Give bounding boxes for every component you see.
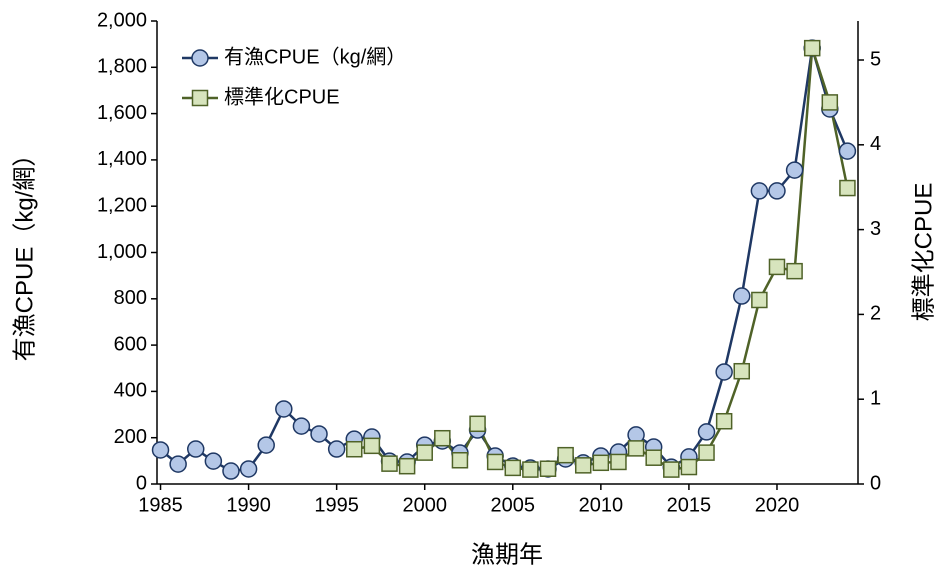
data-point bbox=[715, 412, 733, 430]
data-point bbox=[434, 429, 451, 447]
data-point bbox=[768, 182, 786, 200]
data-point bbox=[733, 362, 751, 380]
series-line bbox=[159, 47, 849, 473]
data-point bbox=[222, 462, 240, 480]
data-point bbox=[486, 453, 504, 471]
data-point bbox=[186, 440, 205, 458]
data-point bbox=[539, 460, 557, 477]
y2-axis-label: 標準化CPUE bbox=[910, 183, 937, 322]
y2-tick-label: 2 bbox=[870, 303, 881, 325]
data-point bbox=[469, 415, 486, 433]
data-point bbox=[327, 440, 346, 458]
y-tick-label: 600 bbox=[114, 333, 147, 355]
data-point bbox=[610, 453, 627, 471]
data-point bbox=[785, 161, 804, 179]
data-point bbox=[204, 452, 223, 470]
data-point bbox=[522, 461, 539, 478]
data-point bbox=[786, 262, 803, 280]
data-point bbox=[645, 449, 662, 466]
data-point bbox=[557, 446, 574, 464]
x-tick-label: 2015 bbox=[667, 494, 712, 516]
data-point bbox=[363, 437, 381, 455]
data-point bbox=[239, 460, 258, 478]
data-point bbox=[751, 291, 768, 309]
legend-label: 標準化CPUE bbox=[224, 85, 340, 108]
data-point bbox=[821, 94, 839, 111]
legend-marker bbox=[191, 49, 209, 67]
legend-label: 有漁CPUE（kg/網） bbox=[224, 45, 406, 68]
data-point bbox=[663, 461, 680, 478]
y2-tick-label: 3 bbox=[870, 218, 881, 240]
y-tick-label: 1,400 bbox=[97, 148, 147, 170]
x-tick-label: 2005 bbox=[491, 494, 536, 516]
x-tick-label: 2020 bbox=[755, 494, 800, 516]
legend-marker bbox=[191, 89, 209, 107]
data-point bbox=[803, 39, 821, 57]
data-point bbox=[504, 459, 522, 477]
y-tick-label: 400 bbox=[114, 380, 147, 402]
data-point bbox=[381, 455, 398, 472]
data-point bbox=[697, 423, 716, 441]
data-point bbox=[346, 440, 363, 458]
y-tick-label: 800 bbox=[114, 287, 147, 309]
data-point bbox=[680, 458, 698, 476]
data-point bbox=[257, 436, 275, 454]
y2-tick-label: 4 bbox=[870, 133, 881, 155]
data-point bbox=[768, 258, 786, 276]
x-tick-label: 1995 bbox=[314, 494, 359, 516]
y-tick-label: 1,800 bbox=[97, 56, 147, 78]
x-tick-label: 2000 bbox=[402, 494, 447, 516]
data-point bbox=[592, 454, 610, 472]
y-axis-label: 有漁CPUE（kg/網） bbox=[11, 143, 38, 362]
data-point bbox=[750, 182, 769, 200]
data-point bbox=[398, 457, 416, 475]
y-tick-label: 1,000 bbox=[97, 241, 147, 263]
x-tick-label: 1985 bbox=[138, 494, 183, 516]
data-point bbox=[627, 440, 645, 457]
data-point bbox=[310, 425, 328, 443]
data-point bbox=[715, 363, 733, 381]
data-point bbox=[839, 179, 856, 197]
x-tick-label: 2010 bbox=[579, 494, 624, 516]
data-point bbox=[838, 142, 857, 160]
data-point bbox=[169, 455, 187, 473]
y2-tick-label: 0 bbox=[870, 472, 881, 494]
y-tick-label: 200 bbox=[114, 426, 147, 448]
y2-tick-label: 1 bbox=[870, 387, 881, 409]
y-tick-label: 2,000 bbox=[97, 9, 147, 31]
data-point bbox=[416, 444, 433, 461]
data-point bbox=[574, 457, 592, 474]
data-point bbox=[292, 417, 311, 435]
y-tick-label: 0 bbox=[136, 472, 147, 494]
data-point bbox=[698, 444, 715, 461]
data-point bbox=[451, 452, 469, 469]
x-tick-label: 1990 bbox=[226, 494, 271, 516]
y-tick-label: 1,600 bbox=[97, 102, 147, 124]
data-point bbox=[733, 287, 751, 305]
x-axis-label: 漁期年 bbox=[471, 541, 543, 568]
data-point bbox=[275, 400, 293, 418]
y2-tick-label: 5 bbox=[870, 48, 881, 70]
y-tick-label: 1,200 bbox=[97, 194, 147, 216]
data-point bbox=[151, 441, 170, 459]
